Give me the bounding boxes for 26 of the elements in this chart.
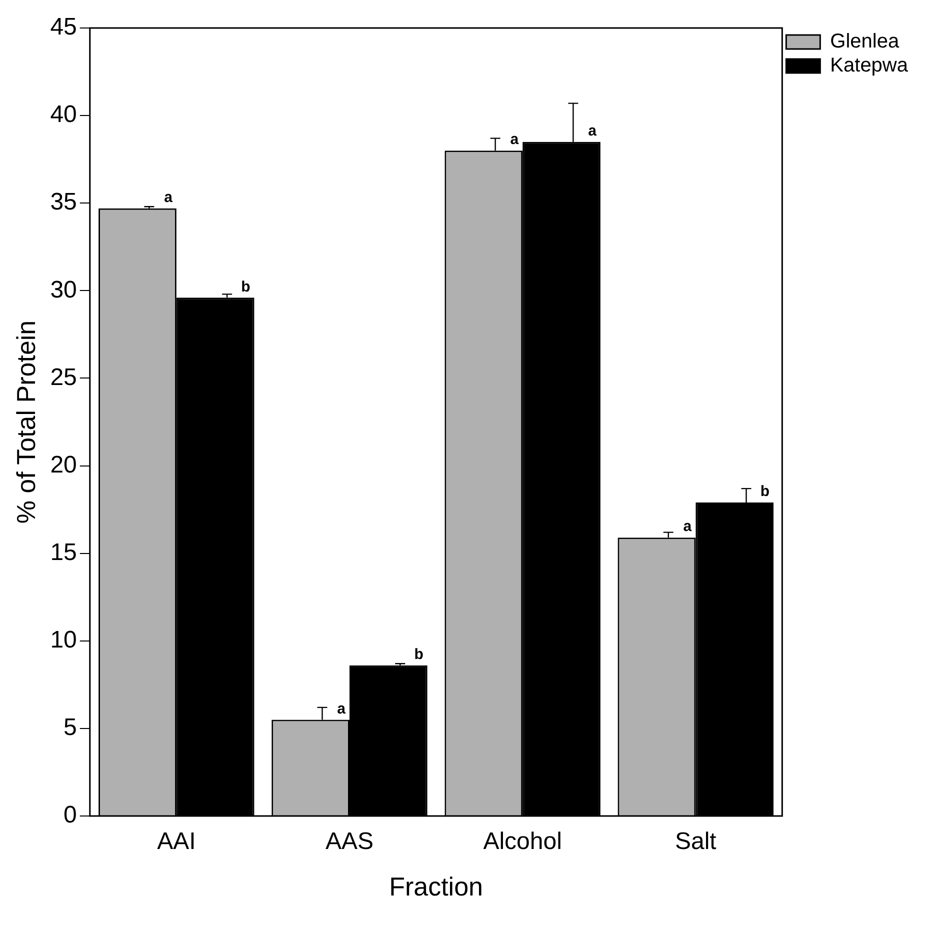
x-tick-label: Salt [674, 828, 717, 856]
data-label: b [241, 278, 250, 296]
y-tick-label: 40 [50, 101, 77, 128]
data-label: a [510, 131, 520, 148]
y-tick-label: 20 [50, 451, 77, 478]
y-tick-label: 25 [50, 364, 77, 391]
data-label: a [683, 518, 692, 536]
y-tick-label: 35 [50, 188, 77, 216]
y-tick-label: 0 [64, 802, 77, 829]
y-tick-label: 10 [50, 626, 77, 654]
legend-label: Glenlea [830, 30, 900, 53]
data-label: a [164, 189, 174, 206]
y-tick-label: 30 [50, 276, 77, 304]
x-tick-label: AAI [157, 828, 196, 856]
data-label: b [414, 646, 424, 664]
data-label: a [588, 122, 598, 140]
data-label: a [337, 700, 346, 718]
y-axis-title: % of Total Protein [10, 320, 41, 524]
legend-label: Katepwa [830, 54, 909, 77]
data-label: b [760, 483, 770, 500]
y-tick-label: 5 [64, 714, 77, 742]
x-axis-title: Fraction [389, 872, 483, 902]
y-tick-label: 45 [50, 14, 77, 41]
y-tick-label: 15 [50, 538, 77, 566]
x-tick-label: Alcohol [483, 828, 562, 856]
x-tick-label: AAS [325, 828, 374, 856]
